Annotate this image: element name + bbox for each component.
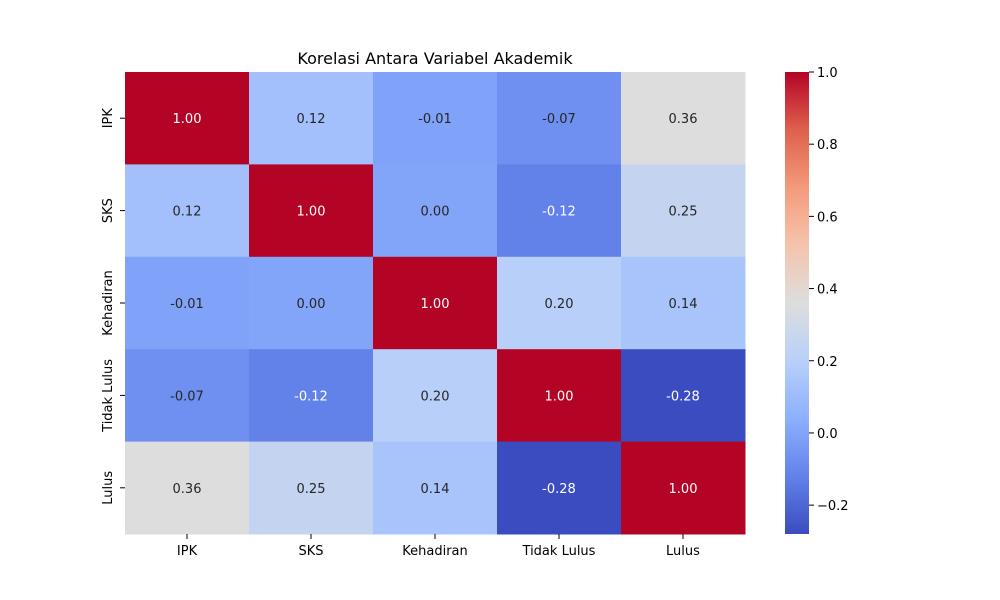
cell-value-label: 1.00	[421, 297, 450, 312]
x-axis: IPK SKS Kehadiran Tidak Lulus Lulus	[177, 534, 700, 559]
cell-value-label: -0.01	[418, 112, 452, 127]
cell-value-label: 0.14	[669, 297, 698, 312]
cell-value-label: -0.28	[666, 389, 700, 404]
heatmap-cell	[249, 72, 374, 165]
heatmap-cell	[497, 164, 622, 258]
x-tick-label: Lulus	[666, 544, 700, 559]
heatmap-cell	[125, 349, 250, 443]
colorbar-axis: −0.2 0.0 0.2 0.4 0.6 0.8 1.0	[809, 66, 849, 514]
cell-value-label: 0.20	[545, 297, 574, 312]
heatmap-cell	[497, 441, 622, 535]
heatmap-cell	[621, 349, 746, 443]
colorbar-tick-label: 0.0	[817, 427, 838, 442]
cell-value-label: -0.07	[542, 112, 576, 127]
heatmap-cells: 1.00 0.12 -0.01 -0.07 0.36 0.12 1.00 0.00 -0.12 0…	[125, 72, 746, 535]
colorbar-tick-label: −0.2	[817, 499, 849, 514]
heatmap-cell	[497, 256, 622, 350]
colorbar-tick-label: 0.6	[817, 210, 838, 225]
cell-value-label: 0.36	[669, 112, 698, 127]
cell-value-label: -0.12	[294, 389, 328, 404]
heatmap-cell	[621, 72, 746, 165]
heatmap-cell	[125, 441, 250, 535]
x-tick-label: IPK	[177, 544, 198, 559]
colorbar-tick-label: 0.4	[817, 283, 838, 298]
cell-value-label: 0.14	[421, 482, 450, 497]
heatmap-cell	[621, 441, 746, 535]
heatmap-cell	[373, 72, 498, 165]
colorbar-tick-label: 1.0	[817, 66, 838, 81]
heatmap-cell	[249, 256, 374, 350]
cell-value-label: 0.36	[173, 482, 202, 497]
cell-value-label: -0.28	[542, 482, 576, 497]
heatmap-cell	[125, 72, 250, 165]
cell-value-label: -0.07	[170, 389, 204, 404]
cell-value-label: 0.20	[421, 389, 450, 404]
heatmap-cell	[373, 256, 498, 350]
cell-value-label: -0.12	[542, 205, 576, 220]
heatmap-cell	[125, 164, 250, 258]
cell-value-label: 0.12	[297, 112, 326, 127]
heatmap-cell	[125, 256, 250, 350]
heatmap-cell	[497, 349, 622, 443]
heatmap-cell	[621, 256, 746, 350]
cell-value-label: 1.00	[297, 205, 326, 220]
x-tick-label: Tidak Lulus	[522, 544, 596, 559]
cell-value-label: 0.00	[297, 297, 326, 312]
cell-value-label: 0.00	[421, 205, 450, 220]
y-tick-label: SKS	[101, 198, 116, 223]
x-tick-label: SKS	[298, 544, 323, 559]
cell-value-label: 1.00	[669, 482, 698, 497]
y-axis: IPK SKS Kehadiran Tidak Lulus Lulus	[101, 108, 125, 505]
cell-value-label: 1.00	[545, 389, 574, 404]
heatmap-cell	[373, 441, 498, 535]
cell-value-label: 0.12	[173, 205, 202, 220]
y-tick-label: Tidak Lulus	[101, 359, 116, 433]
cell-value-label: 0.25	[297, 482, 326, 497]
colorbar-tick-label: 0.2	[817, 355, 838, 370]
cell-value-label: -0.01	[170, 297, 204, 312]
heatmap-cell	[497, 72, 622, 165]
heatmap-cell	[373, 349, 498, 443]
heatmap-cell	[373, 164, 498, 258]
cell-value-label: 1.00	[173, 112, 202, 127]
x-tick-label: Kehadiran	[402, 544, 468, 559]
heatmap-cell	[249, 164, 374, 258]
colorbar	[785, 72, 809, 534]
y-tick-label: Kehadiran	[101, 270, 116, 336]
heatmap-cell	[249, 441, 374, 535]
y-tick-label: Lulus	[101, 471, 116, 505]
cell-value-label: 0.25	[669, 205, 698, 220]
heatmap-cell	[249, 349, 374, 443]
y-tick-label: IPK	[101, 108, 116, 129]
colorbar-tick-label: 0.8	[817, 138, 838, 153]
chart-title: Korelasi Antara Variabel Akademik	[297, 49, 573, 68]
heatmap-cell	[621, 164, 746, 258]
